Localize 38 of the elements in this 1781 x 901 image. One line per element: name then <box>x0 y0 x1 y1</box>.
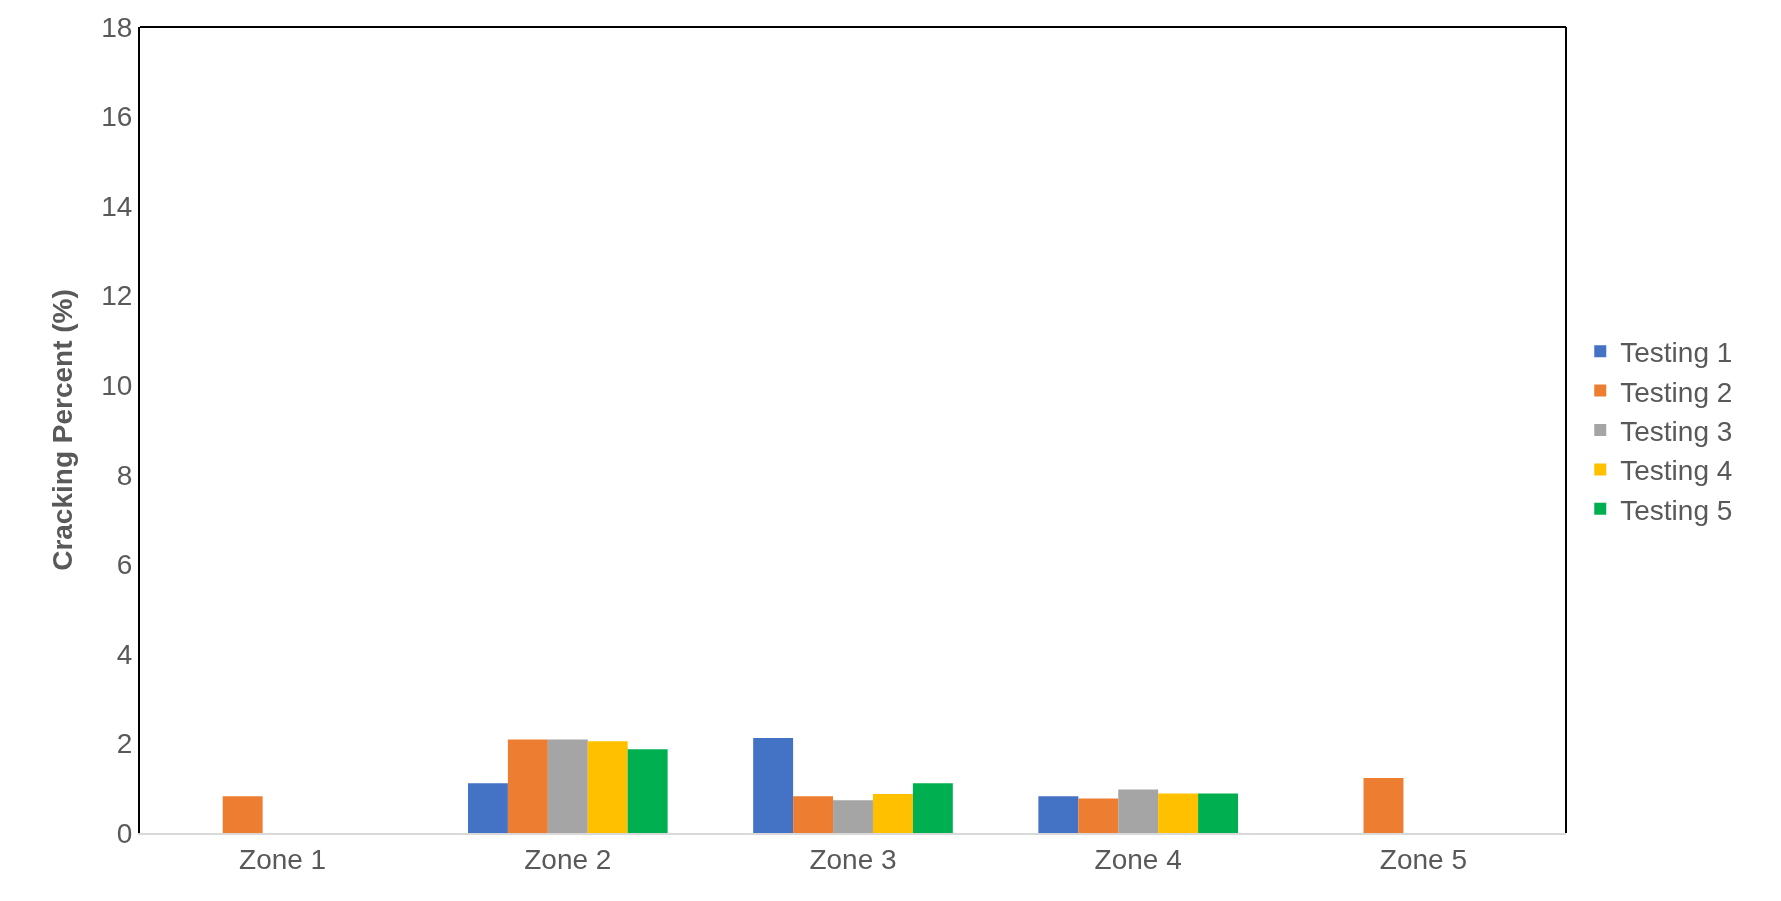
bar <box>222 796 263 833</box>
bar <box>1363 777 1404 833</box>
bar <box>833 800 873 833</box>
bar <box>872 794 913 833</box>
bar <box>753 738 794 833</box>
x-tick-label: Zone 1 <box>239 843 327 875</box>
y-axis-title: Cracking Percent (%) <box>47 289 79 571</box>
y-tick-label: 0 <box>116 817 133 849</box>
y-tick-label: 12 <box>101 280 133 312</box>
y-tick-label: 8 <box>116 459 133 491</box>
x-tick-label: Zone 3 <box>809 843 897 875</box>
legend-label: Testing 4 <box>1620 455 1733 487</box>
y-tick-label: 18 <box>101 11 133 43</box>
y-tick-label: 14 <box>101 190 133 222</box>
bar <box>627 749 668 833</box>
bar <box>793 796 834 833</box>
y-tick-label: 16 <box>101 101 133 133</box>
legend-label: Testing 3 <box>1620 415 1733 447</box>
bar <box>467 783 508 833</box>
bar <box>507 739 548 833</box>
bar <box>1158 793 1199 833</box>
bar <box>587 741 628 833</box>
y-tick-label: 4 <box>116 638 133 670</box>
x-tick-label: Zone 2 <box>524 843 612 875</box>
bar <box>912 783 953 833</box>
bar <box>1198 793 1239 833</box>
bar <box>1078 798 1119 833</box>
bar <box>547 739 588 833</box>
y-tick-label: 2 <box>116 728 133 760</box>
legend-label: Testing 1 <box>1620 337 1733 369</box>
legend-label: Testing 2 <box>1620 376 1733 408</box>
y-tick-label: 10 <box>101 370 133 402</box>
x-tick-label: Zone 5 <box>1379 843 1467 875</box>
legend-label: Testing 5 <box>1620 494 1733 526</box>
y-tick-label: 6 <box>116 549 133 581</box>
bar <box>1038 796 1079 833</box>
x-tick-label: Zone 4 <box>1094 843 1182 875</box>
bar <box>1118 789 1159 833</box>
